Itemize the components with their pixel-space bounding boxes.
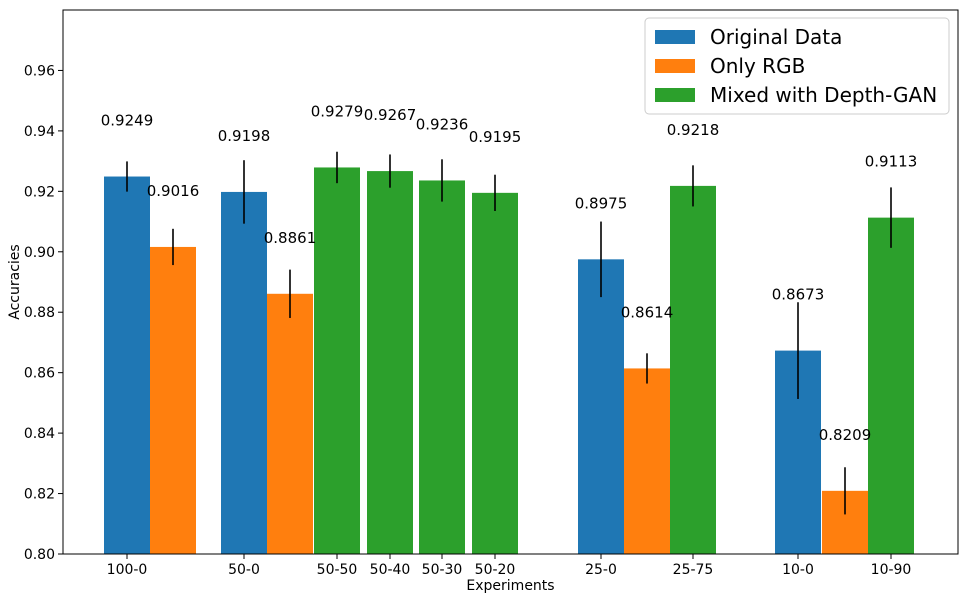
y-tick-label: 0.94 xyxy=(24,124,55,140)
data-label: 0.9016 xyxy=(147,182,200,200)
error-bars-layer xyxy=(126,151,892,515)
x-tick-label: 25-75 xyxy=(673,562,714,578)
bar-50-50-mixed-with-depth-gan xyxy=(314,167,360,555)
data-label: 0.8861 xyxy=(264,229,317,247)
y-tick-label: 0.86 xyxy=(24,366,55,382)
y-tick-label: 0.88 xyxy=(24,305,55,321)
y-tick-label: 0.96 xyxy=(24,63,55,79)
legend-label: Only RGB xyxy=(710,54,805,78)
legend-label: Original Data xyxy=(710,25,842,49)
x-tick-label: 50-30 xyxy=(422,562,463,578)
bar-100-0-only-rgb xyxy=(150,246,196,555)
bar-10-90-mixed-with-depth-gan xyxy=(868,217,914,555)
data-label: 0.9195 xyxy=(469,128,522,146)
legend-swatch xyxy=(655,59,695,73)
bar-25-0-original-data xyxy=(578,259,624,554)
y-tick-label: 0.80 xyxy=(24,547,55,563)
x-tick-label: 50-50 xyxy=(317,562,358,578)
bars-layer xyxy=(104,167,914,555)
y-tick-label: 0.90 xyxy=(24,245,55,261)
data-label: 0.9267 xyxy=(364,106,417,124)
x-tick-label: 25-0 xyxy=(585,562,617,578)
bar-50-0-only-rgb xyxy=(267,293,313,554)
legend-label: Mixed with Depth-GAN xyxy=(710,83,937,107)
y-axis: 0.80 0.82 0.84 0.86 0.88 0.90 0.92 0.94 0.96 xyxy=(24,63,63,563)
y-tick-label: 0.82 xyxy=(24,487,55,503)
y-axis-label: Accuracies xyxy=(7,244,23,319)
legend-box xyxy=(644,17,950,115)
y-tick-label: 0.92 xyxy=(24,184,55,200)
x-tick-label: 10-0 xyxy=(782,562,814,578)
data-label: 0.8614 xyxy=(621,303,674,321)
data-label: 0.9279 xyxy=(311,102,364,120)
x-axis: 100-0 50-0 50-50 50-40 50-30 50-20 25-0 25-75 10… xyxy=(107,554,912,578)
bar-50-40-mixed-with-depth-gan xyxy=(367,171,413,554)
y-tick-label: 0.84 xyxy=(24,426,55,442)
x-axis-label: Experiments xyxy=(466,578,554,594)
bar-25-75-mixed-with-depth-gan xyxy=(670,185,716,555)
bar-50-0-original-data xyxy=(221,191,267,554)
x-tick-label: 50-20 xyxy=(475,562,516,578)
bar-50-20-mixed-with-depth-gan xyxy=(472,192,518,554)
plot-frame xyxy=(62,9,959,555)
data-label: 0.9218 xyxy=(667,121,720,139)
bar-50-30-mixed-with-depth-gan xyxy=(419,180,465,554)
data-label: 0.8209 xyxy=(819,426,872,444)
x-tick-label: 50-40 xyxy=(370,562,411,578)
legend-swatch xyxy=(655,30,695,44)
x-tick-label: 50-0 xyxy=(228,562,260,578)
data-label: 0.9113 xyxy=(865,153,918,171)
data-label: 0.8975 xyxy=(575,194,628,212)
data-label: 0.8673 xyxy=(772,286,825,304)
data-label: 0.9198 xyxy=(218,127,271,145)
bar-25-0-only-rgb xyxy=(624,368,670,554)
x-tick-label: 100-0 xyxy=(107,562,148,578)
legend: Original Data Only RGB Mixed with Depth-GA… xyxy=(644,17,950,115)
x-tick-label: 10-90 xyxy=(871,562,912,578)
data-label: 0.9249 xyxy=(101,112,154,130)
bar-100-0-original-data xyxy=(104,176,150,554)
legend-swatch xyxy=(655,88,695,102)
data-label: 0.9236 xyxy=(416,115,469,133)
